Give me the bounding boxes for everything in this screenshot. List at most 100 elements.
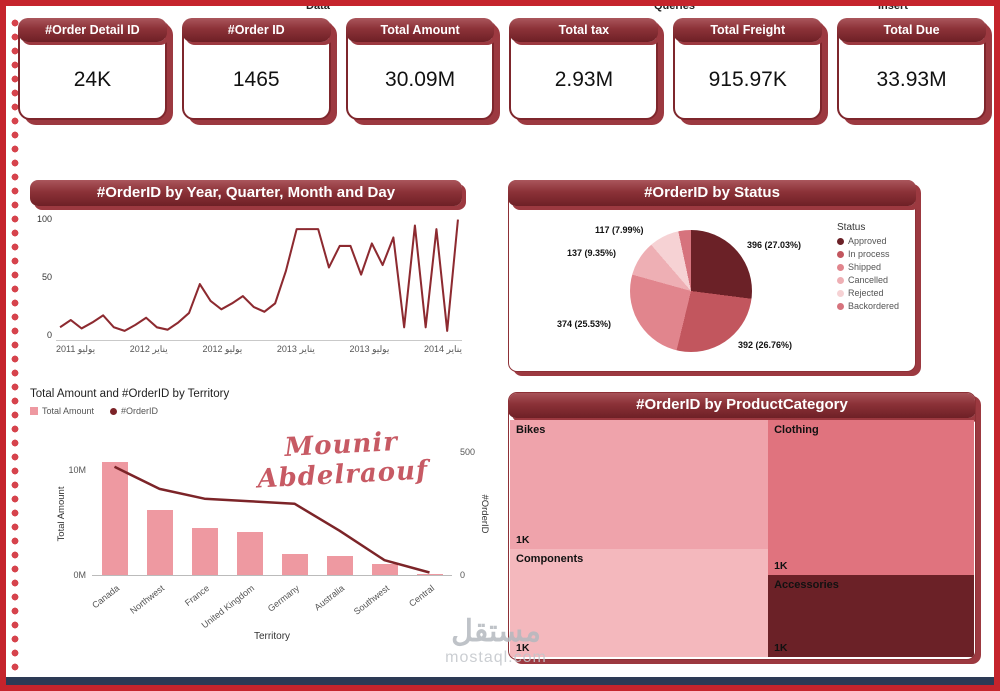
line-chart-title: #OrderID by Year, Quarter, Month and Day [30, 180, 462, 206]
kpi-value: 2.93M [554, 68, 614, 91]
bar[interactable] [146, 510, 173, 575]
combo-chart-title: Total Amount and #OrderID by Territory [30, 388, 230, 400]
bar[interactable] [236, 531, 263, 575]
combo-bars [92, 452, 452, 575]
right-tick: 0 [460, 570, 466, 580]
x-tick: يناير 2013 [276, 344, 315, 354]
treemap-panel: #OrderID by ProductCategory Bikes 1K Cloth… [508, 392, 976, 660]
legend-dot [837, 263, 844, 271]
treemap-node-bikes[interactable]: Bikes 1K [510, 420, 768, 549]
combo-right-axis-label: #OrderID [478, 493, 490, 534]
combo-legend: Total Amount #OrderID [30, 406, 474, 416]
legend-item[interactable]: In process [837, 249, 909, 259]
line-chart-plot[interactable] [56, 214, 462, 341]
combo-categories: Canada Northwest France United Kingdom Germa… [90, 577, 452, 630]
legend-dot [837, 302, 844, 310]
watermark: مستقل mostaql.com [414, 614, 578, 667]
combo-x-axis-title: Territory [253, 631, 291, 642]
legend-item[interactable]: Shipped [837, 262, 909, 272]
bar[interactable] [371, 563, 398, 575]
bar[interactable] [191, 527, 218, 575]
bar[interactable] [326, 555, 353, 575]
x-tick: يناير 2014 [424, 344, 462, 354]
ribbon-item-insert[interactable]: Insert [878, 6, 908, 12]
line-y-axis: 100 50 0 [30, 214, 56, 340]
kpi-card-total-freight[interactable]: Total Freight 915.97K [673, 18, 823, 120]
legend-label: Approved [848, 236, 887, 246]
bar-legend-swatch [30, 407, 38, 415]
bar[interactable] [101, 462, 128, 575]
y-tick: 0 [46, 330, 52, 340]
kpi-value: 33.93M [876, 68, 947, 91]
watermark-arabic: مستقل [451, 615, 541, 648]
legend-label: In process [848, 249, 890, 259]
kpi-title: #Order Detail ID [18, 18, 167, 42]
treemap-node-label: Components [516, 553, 584, 566]
kpi-card-total-amount[interactable]: Total Amount 30.09M [345, 18, 495, 120]
legend-label: Shipped [848, 262, 882, 272]
kpi-card-total-tax[interactable]: Total tax 2.93M [509, 18, 659, 120]
kpi-title: Total tax [509, 18, 659, 42]
legend-item[interactable]: Cancelled [837, 275, 909, 285]
kpi-title: Total Due [837, 18, 986, 42]
bottom-window-strip [6, 677, 994, 685]
treemap-node-value: 1K [774, 642, 788, 654]
kpi-value: 915.97K [708, 68, 787, 91]
legend-item-orderid[interactable]: #OrderID [110, 406, 158, 416]
kpi-title: Total Freight [673, 18, 823, 42]
bar[interactable] [416, 573, 443, 575]
legend-dot [837, 250, 844, 258]
ribbon-item-queries[interactable]: Queries [654, 6, 695, 12]
kpi-card-order-detail-id[interactable]: #Order Detail ID 24K [18, 18, 167, 120]
left-dots-decoration [7, 16, 23, 680]
kpi-row: #Order Detail ID 24K #Order ID 1465 Tota… [18, 18, 986, 120]
legend-label: Backordered [848, 301, 900, 311]
x-tick: يناير 2012 [129, 344, 168, 354]
legend-label: Cancelled [848, 275, 889, 285]
ribbon-item-data[interactable]: Data [306, 6, 330, 12]
combo-chart-panel: Total Amount and #OrderID by Territory T… [30, 388, 490, 674]
combo-line-svg [113, 465, 430, 574]
treemap-body: Bikes 1K Clothing 1K Components 1K Accessories… [509, 420, 975, 658]
kpi-value: 24K [73, 68, 112, 91]
y-tick: 100 [36, 214, 52, 224]
legend-label: Total Amount [42, 406, 95, 416]
kpi-card-total-due[interactable]: Total Due 33.93M [837, 18, 986, 120]
x-tick: يوليو 2013 [349, 344, 390, 354]
legend-dot [837, 237, 844, 245]
pie-callout: 137 (9.35%) [567, 248, 617, 258]
x-tick: يوليو 2012 [202, 344, 243, 354]
legend-item[interactable]: Approved [837, 236, 909, 246]
status-pie-body: 396 (27.03%) 392 (26.76%) 374 (25.53%) 137 … [509, 206, 915, 364]
line-legend-swatch [110, 408, 118, 415]
kpi-title: Total Amount [345, 18, 495, 42]
kpi-title: #Order ID [181, 18, 331, 42]
left-tick: 10M [68, 465, 86, 475]
pie-callout: 392 (26.76%) [738, 340, 793, 350]
treemap-node-accessories[interactable]: Accessories 1K [768, 575, 975, 657]
ribbon-strip: Data Queries Insert [6, 6, 994, 14]
legend-item[interactable]: Backordered [837, 301, 909, 311]
y-tick: 50 [41, 272, 52, 282]
kpi-value: 1465 [232, 68, 280, 91]
line-chart-panel: #OrderID by Year, Quarter, Month and Day… [30, 180, 462, 355]
treemap-node-clothing[interactable]: Clothing 1K [768, 420, 975, 575]
bar[interactable] [281, 553, 308, 575]
right-tick: 500 [460, 447, 476, 457]
legend-title: Status [837, 222, 866, 233]
status-legend: Status Approved In process Shipped Cancelle… [837, 222, 909, 314]
line-x-axis: يوليو 2011 يناير 2012 يوليو 2012 يناير 2013… [56, 344, 462, 355]
pie-callout: 117 (7.99%) [595, 225, 644, 235]
status-pie-title: #OrderID by Status [508, 180, 916, 206]
status-pie[interactable] [630, 230, 752, 352]
status-pie-panel: #OrderID by Status 396 (27.03%) 392 (26.7… [508, 180, 916, 372]
treemap-node-components[interactable]: Components 1K [510, 549, 768, 657]
legend-dot [837, 276, 844, 284]
treemap-node-value: 1K [774, 559, 788, 572]
legend-item-total-amount[interactable]: Total Amount [30, 406, 94, 416]
treemap-title: #OrderID by ProductCategory [509, 393, 975, 418]
treemap-node-value: 1K [516, 642, 530, 654]
treemap-node-label: Accessories [774, 579, 839, 592]
kpi-card-order-id[interactable]: #Order ID 1465 [181, 18, 331, 120]
legend-item[interactable]: Rejected [837, 288, 909, 298]
